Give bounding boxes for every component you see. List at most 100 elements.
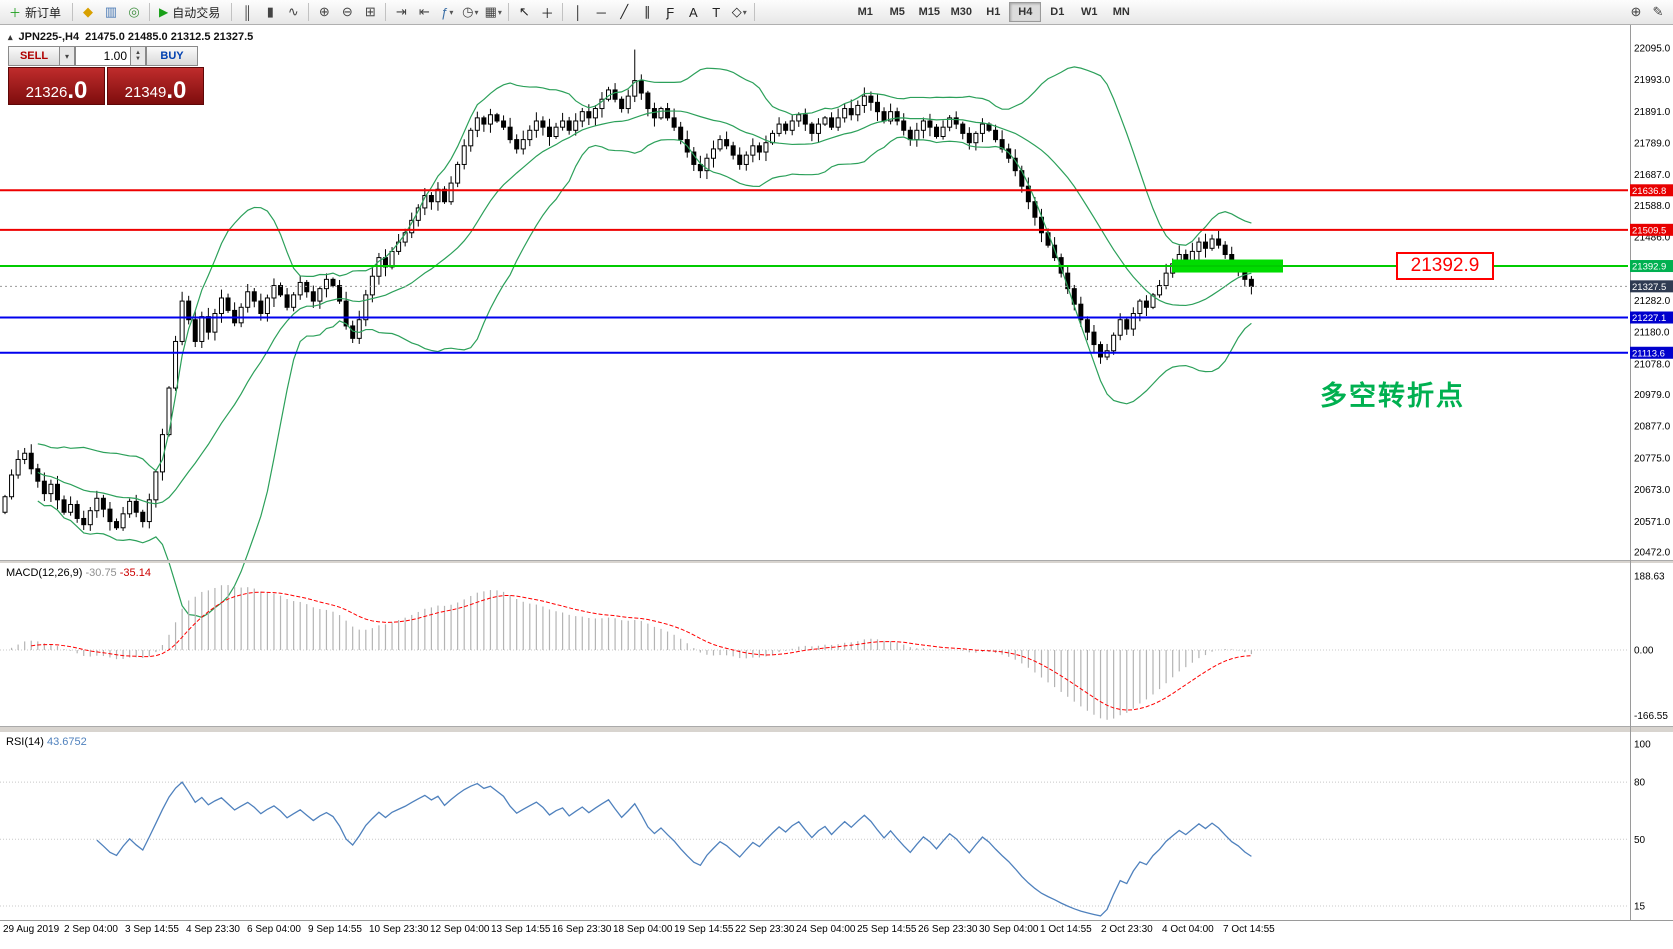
timeframe-m1-button[interactable]: M1	[857, 6, 873, 18]
volume-input[interactable]	[75, 46, 131, 66]
toolbar-separator	[385, 3, 387, 21]
svg-text:21227.1: 21227.1	[1632, 313, 1666, 324]
tile-windows-icon[interactable]: ⊞	[359, 2, 381, 22]
stepper-down-icon[interactable]: ▼	[135, 56, 141, 62]
auto-trading-icon: ▶	[159, 5, 169, 19]
sell-price-panel[interactable]: 21326.0	[8, 67, 105, 105]
sell-price: 21326	[25, 83, 68, 101]
data-window-icon[interactable]: ▥	[100, 2, 122, 22]
shapes-icon[interactable]: ◇ ▾	[728, 2, 750, 22]
chevron-down-icon[interactable]: ▾	[449, 7, 454, 17]
auto-trading-button[interactable]: ▶ 自动交易	[154, 0, 227, 24]
date-label: 29 Aug 2019	[3, 924, 60, 935]
candlestick-chart-icon[interactable]: ▮	[259, 2, 281, 22]
trendline-icon[interactable]: ╱	[613, 2, 635, 22]
time-axis[interactable]: 29 Aug 2019 2 Sep 04:00 3 Sep 14:55 4 Sep 2…	[0, 921, 1628, 943]
svg-text:21636.8: 21636.8	[1632, 186, 1666, 197]
line-chart-icon[interactable]: ∿	[282, 2, 304, 22]
macd-main-value: -30.75	[85, 567, 117, 579]
cursor-icon[interactable]: ↖	[513, 2, 535, 22]
templates-icon[interactable]: ▦ ▾	[482, 2, 504, 22]
vertical-line-icon: │	[574, 4, 583, 20]
date-label: 26 Sep 23:30	[918, 924, 978, 935]
toolbar-right-group: ⊕ ✎	[1625, 2, 1669, 22]
date-label: 25 Sep 14:55	[857, 924, 917, 935]
toolbar-separator	[308, 3, 310, 21]
timeframe-m15-button[interactable]: M15	[918, 6, 940, 18]
rsi-value: 43.6752	[46, 736, 87, 748]
zoom-out-icon[interactable]: ⊖	[336, 2, 358, 22]
stepper-up-icon[interactable]: ▲	[135, 50, 141, 56]
sell-button[interactable]: SELL	[8, 46, 60, 66]
date-label: 9 Sep 14:55	[308, 924, 362, 935]
toolbar-left-group: ＋新订单 ◆ ▥ ◎ ▶ 自动交易 ║ ▮ ∿ ⊕ ⊖ ⊞ ⇥ ⇤ ƒ ▾ ◷ ▾ ▦ ▾ ↖ ＋ │ ─ ╱ ∥ Ƒ A T ◇ ▾	[4, 0, 758, 24]
timeframe-m5-button[interactable]: M5	[889, 6, 905, 18]
chart-window-icon: ▴	[8, 31, 13, 42]
key-level-price-label[interactable]: 21392.9	[1396, 252, 1494, 280]
new-order-button[interactable]: ＋新订单	[4, 0, 68, 24]
fibonacci-icon: Ƒ	[666, 4, 675, 20]
date-label: 18 Sep 04:00	[613, 924, 673, 935]
periods-icon[interactable]: ◷ ▾	[459, 2, 481, 22]
svg-text:20877.0: 20877.0	[1634, 422, 1671, 433]
volume-stepper[interactable]: ▲ ▼	[131, 46, 146, 66]
svg-text:21113.6: 21113.6	[1632, 348, 1665, 359]
buy-price-panel[interactable]: 21349.0	[107, 67, 204, 105]
chevron-down-icon[interactable]: ▾	[742, 7, 747, 17]
timeframe-w1-button[interactable]: W1	[1081, 6, 1098, 18]
date-label: 4 Sep 23:30	[186, 924, 240, 935]
buy-price: 21349	[124, 83, 167, 101]
zoom-in-icon[interactable]: ⊕	[313, 2, 335, 22]
rsi-indicator-label: RSI(14) 43.6752	[6, 736, 87, 748]
text-label-icon[interactable]: A	[682, 2, 704, 22]
date-label: 2 Oct 23:30	[1101, 924, 1153, 935]
rsi-name: RSI(14)	[6, 736, 44, 748]
auto-trading-button-label: 自动交易	[172, 5, 221, 20]
svg-text:20571.0: 20571.0	[1634, 517, 1671, 528]
horizontal-line-icon[interactable]: ─	[590, 2, 612, 22]
chevron-down-icon[interactable]: ▾	[497, 7, 502, 17]
chart-shift-icon[interactable]: ⇤	[413, 2, 435, 22]
timeframe-m30-button[interactable]: M30	[950, 6, 972, 18]
market-watch-icon[interactable]: ◆	[77, 2, 99, 22]
find-symbol-icon: ⊕	[1630, 4, 1642, 19]
equidistant-channel-icon[interactable]: ∥	[636, 2, 658, 22]
svg-text:20775.0: 20775.0	[1634, 453, 1671, 464]
auto-scroll-icon[interactable]: ⇥	[390, 2, 412, 22]
date-label: 1 Oct 14:55	[1040, 924, 1092, 935]
quick-note-icon: ✎	[1652, 4, 1664, 19]
date-label: 12 Sep 04:00	[430, 924, 490, 935]
svg-text:21486.0: 21486.0	[1634, 233, 1671, 244]
indicators-icon[interactable]: ƒ ▾	[436, 2, 458, 22]
symbol-label: JPN225-,H4	[18, 31, 80, 43]
navigator-icon[interactable]: ◎	[123, 2, 145, 22]
arrows-tool-icon[interactable]: T	[705, 2, 727, 22]
svg-text:20979.0: 20979.0	[1634, 390, 1671, 401]
quick-note-icon[interactable]: ✎	[1647, 2, 1669, 22]
market-watch-icon: ◆	[83, 4, 94, 19]
macd-name: MACD(12,26,9)	[6, 567, 83, 579]
crosshair-icon[interactable]: ＋	[536, 2, 558, 22]
svg-text:-166.55: -166.55	[1634, 711, 1668, 722]
shapes-icon: ◇	[731, 4, 742, 19]
new-order-icon: ＋	[9, 5, 22, 20]
fibonacci-icon[interactable]: Ƒ	[659, 2, 681, 22]
date-label: 6 Sep 04:00	[247, 924, 301, 935]
chevron-down-icon[interactable]: ▾	[474, 7, 479, 17]
volume-dropdown-button[interactable]: ▾	[60, 46, 75, 66]
timeframe-mn-button[interactable]: MN	[1112, 6, 1130, 18]
timeframe-h4-button[interactable]: H4	[1009, 2, 1042, 22]
buy-button[interactable]: BUY	[146, 46, 198, 66]
svg-text:15: 15	[1634, 902, 1646, 913]
find-symbol-icon[interactable]: ⊕	[1625, 2, 1647, 22]
timeframe-h1-button[interactable]: H1	[986, 6, 1001, 18]
timeframe-d1-button[interactable]: D1	[1050, 6, 1065, 18]
vertical-line-icon[interactable]: │	[567, 2, 589, 22]
macd-indicator-label: MACD(12,26,9) -30.75 -35.14	[6, 567, 151, 579]
data-window-icon: ▥	[104, 4, 118, 19]
zoom-in-icon: ⊕	[318, 4, 330, 19]
svg-text:21282.0: 21282.0	[1634, 296, 1671, 307]
date-label: 19 Sep 14:55	[674, 924, 734, 935]
bars-chart-icon[interactable]: ║	[236, 2, 258, 22]
